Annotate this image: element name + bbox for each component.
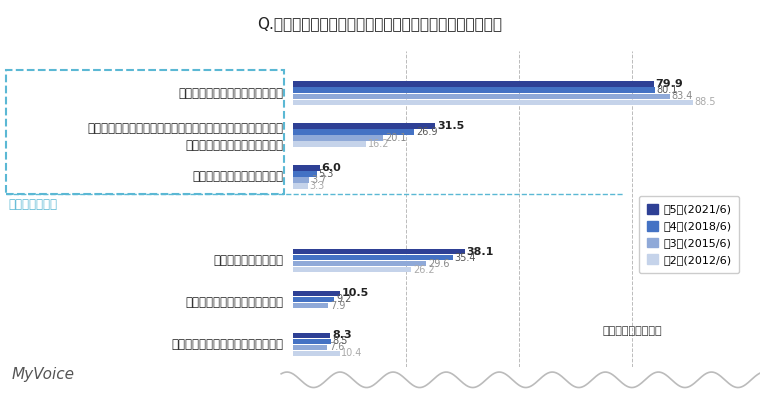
Bar	[293, 81, 654, 87]
Text: ：サラダを食べる人: ：サラダを食べる人	[603, 326, 662, 336]
Text: MyVoice: MyVoice	[11, 367, 74, 382]
Bar	[293, 183, 308, 189]
Bar	[293, 351, 340, 356]
Text: 10.4: 10.4	[341, 348, 363, 358]
Text: Q.どのように準備したサラダを食べることが多いですか？: Q.どのように準備したサラダを食べることが多いですか？	[258, 16, 502, 31]
Bar	[293, 249, 465, 254]
Text: 29.6: 29.6	[429, 259, 450, 269]
Text: 20.1: 20.1	[385, 133, 407, 143]
Text: 冷凍野菜を買ってきて、調理: 冷凍野菜を買ってきて、調理	[193, 170, 283, 183]
Bar	[293, 345, 327, 350]
Text: 35.4: 35.4	[454, 252, 476, 263]
Bar	[293, 333, 330, 338]
Bar	[293, 261, 426, 266]
Bar	[293, 291, 340, 296]
Text: 8.3: 8.3	[332, 330, 352, 340]
Bar	[293, 171, 317, 177]
Bar	[293, 87, 655, 93]
Text: 83.4: 83.4	[672, 91, 693, 101]
Text: 7.6: 7.6	[329, 342, 344, 352]
Text: 5.3: 5.3	[318, 169, 334, 179]
Bar	[293, 165, 320, 171]
Bar	[293, 141, 366, 147]
Text: 88.5: 88.5	[695, 97, 716, 107]
Text: 10.5: 10.5	[342, 288, 369, 298]
Text: 3.7: 3.7	[311, 175, 327, 185]
Legend: 第5回(2021/6), 第4回(2018/6), 第3回(2015/6), 第2回(2012/6): 第5回(2021/6), 第4回(2018/6), 第3回(2015/6), 第…	[639, 196, 739, 273]
Text: 80.1: 80.1	[657, 85, 678, 95]
Text: 外食やデリバリーなどのつけあわせ: 外食やデリバリーなどのつけあわせ	[172, 338, 283, 351]
Text: 購入したお弁当等のつけあわせ: 購入したお弁当等のつけあわせ	[186, 296, 283, 309]
Bar	[293, 129, 414, 135]
Bar	[293, 303, 328, 308]
Bar	[293, 267, 411, 273]
Text: 3.3: 3.3	[309, 181, 325, 191]
Text: 7.9: 7.9	[330, 301, 346, 310]
Bar	[293, 100, 693, 105]
Bar	[293, 255, 453, 260]
Text: 26.9: 26.9	[416, 127, 438, 137]
Text: カット野菜や野菜セット、パッケージサラダなどを買ってきて: カット野菜や野菜セット、パッケージサラダなどを買ってきて	[88, 122, 283, 135]
Text: 6.0: 6.0	[321, 163, 341, 173]
Text: 【自宅で調理】: 【自宅で調理】	[9, 198, 58, 211]
Text: 購入した市販のサラダ: 購入した市販のサラダ	[214, 254, 283, 267]
Bar	[293, 135, 384, 141]
Bar	[293, 339, 331, 344]
Text: 26.2: 26.2	[413, 265, 435, 275]
Text: 38.1: 38.1	[467, 246, 494, 256]
Text: 9.2: 9.2	[336, 294, 351, 305]
Bar	[293, 297, 334, 302]
Text: 調理（またはそのまま食べる）: 調理（またはそのまま食べる）	[186, 139, 283, 152]
Text: 8.5: 8.5	[333, 336, 348, 346]
Bar	[293, 123, 435, 129]
Bar	[293, 177, 309, 182]
Text: 31.5: 31.5	[437, 121, 464, 131]
Bar	[293, 94, 670, 99]
Text: 16.2: 16.2	[368, 139, 389, 149]
Text: 79.9: 79.9	[656, 79, 683, 89]
Text: 野菜を使って、自分や家族が調理: 野菜を使って、自分や家族が調理	[179, 87, 283, 100]
